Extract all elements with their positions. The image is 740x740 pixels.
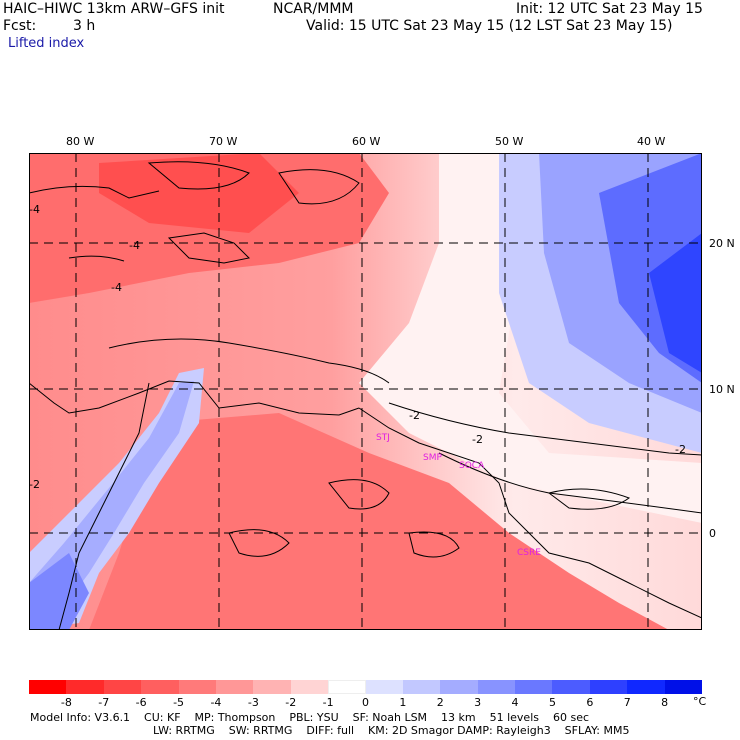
legend-tick-label: 7 <box>623 696 631 709</box>
lon-label-40w: 40 W <box>637 135 666 148</box>
legend-tick-label: 0 <box>362 696 369 709</box>
color-bar-swatch <box>365 680 404 694</box>
valid-time: Valid: 15 UTC Sat 23 May 15 (12 LST Sat … <box>306 18 673 34</box>
color-bar-swatch <box>664 680 703 694</box>
lon-label-50w: 50 W <box>495 135 524 148</box>
organization-label: NCAR/MMM <box>273 1 354 17</box>
color-bar-swatch <box>141 680 180 694</box>
lon-label-60w: 60 W <box>352 135 381 148</box>
contour-label: -2 <box>409 409 420 422</box>
color-bar-swatch <box>215 680 254 694</box>
red-region-south <box>89 413 669 630</box>
legend-tick-label: 6 <box>586 696 594 709</box>
legend-tick-label: 5 <box>548 696 556 709</box>
color-bar-swatch <box>253 680 292 694</box>
legend-tick-label: -3 <box>247 696 259 709</box>
legend-tick-label: 3 <box>474 696 482 709</box>
legend-tick-label: 2 <box>436 696 444 709</box>
blue-core-east <box>649 233 702 373</box>
station-label-stj: STJ <box>376 433 390 443</box>
forecast-hour: 3 h <box>73 18 96 34</box>
color-bar-swatch <box>515 680 553 694</box>
map-frame <box>29 153 702 630</box>
color-bar-swatch <box>440 680 479 694</box>
pale-band <box>359 153 702 523</box>
color-bar-swatch <box>402 680 441 694</box>
legend-tick-label: 4 <box>511 696 519 709</box>
forecast-label: Fcst: <box>3 18 37 34</box>
init-time: Init: 12 UTC Sat 23 May 15 <box>516 1 703 17</box>
color-bar <box>29 680 703 694</box>
legend-unit: °C <box>693 695 707 708</box>
station-label-csre: CSRE <box>517 548 541 558</box>
station-label-smp: SMP <box>423 453 442 463</box>
color-bar-swatch <box>477 680 516 694</box>
lon-label-70w: 70 W <box>209 135 238 148</box>
legend-tick-label: -4 <box>210 696 222 709</box>
map-svg: -4 -4 -4 -2 -2 -2 -2 STJ SMP SOCA CSRE <box>28 153 703 631</box>
color-bar-swatch <box>627 680 666 694</box>
color-bar-swatch <box>178 680 217 694</box>
legend-tick-label: -6 <box>135 696 147 709</box>
lat-label-20n: 20 N <box>709 237 735 250</box>
legend-tick-label: 8 <box>661 696 669 709</box>
plot-title: HAIC–HIWC 13km ARW–GFS init <box>3 1 225 17</box>
legend-tick-label: 1 <box>399 696 407 709</box>
contour-label: -4 <box>129 239 140 252</box>
contour-label: -4 <box>29 203 40 216</box>
station-label-group: STJ SMP SOCA CSRE <box>376 433 541 558</box>
contours <box>108 161 703 558</box>
grid-lines <box>29 153 702 630</box>
legend-tick-label: -8 <box>60 696 72 709</box>
lifted-index-map: -4 -4 -4 -2 -2 -2 -2 STJ SMP SOCA CSRE <box>28 153 703 631</box>
lon-label-80w: 80 W <box>66 135 95 148</box>
color-bar-swatch <box>66 680 105 694</box>
color-bar-swatch <box>589 680 628 694</box>
coastlines <box>28 185 703 631</box>
legend-tick-label: -5 <box>173 696 185 709</box>
color-bar-swatch <box>103 680 142 694</box>
lat-label-0: 0 <box>709 527 716 540</box>
contour-label: -2 <box>472 433 483 446</box>
color-bar-swatch <box>29 680 67 694</box>
legend-tick-label: -2 <box>285 696 297 709</box>
color-bar-swatch <box>552 680 591 694</box>
contour-label: -2 <box>29 478 40 491</box>
legend-tick-label: -1 <box>322 696 334 709</box>
contour-label: -4 <box>111 281 122 294</box>
model-info-line1: Model Info: V3.6.1 CU: KF MP: Thompson P… <box>30 711 590 724</box>
field-name: Lifted index <box>8 36 85 51</box>
lat-label-10n: 10 N <box>709 383 735 396</box>
legend-tick-label: -7 <box>98 696 110 709</box>
contour-label-group: -4 -4 -4 -2 -2 -2 -2 <box>29 203 686 491</box>
station-label-soca: SOCA <box>459 461 485 471</box>
color-bar-swatch <box>290 680 329 694</box>
color-bar-swatch <box>328 680 366 694</box>
contour-label: -2 <box>675 443 686 456</box>
model-info-line2: LW: RRTMG SW: RRTMG DIFF: full KM: 2D Sm… <box>153 724 630 737</box>
